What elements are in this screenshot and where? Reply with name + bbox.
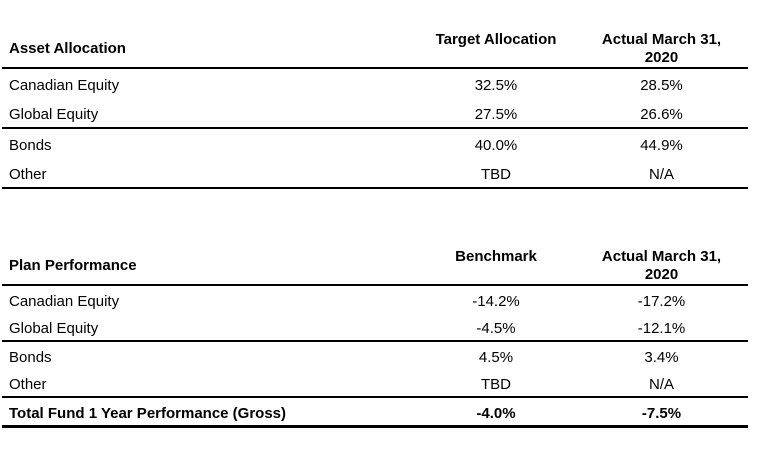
report-page: Asset Allocation Target Allocation Actua…: [0, 25, 759, 472]
table-row: Bonds 4.5% 3.4%: [2, 341, 748, 369]
plan-performance-table: Plan Performance Benchmark Actual March …: [2, 242, 748, 428]
table-row: Other TBD N/A: [2, 158, 748, 189]
target-allocation-header-label: Target Allocation: [435, 31, 557, 48]
plan-performance-header-row: Plan Performance Benchmark Actual March …: [2, 242, 748, 286]
table-row: Global Equity 27.5% 26.6%: [2, 98, 748, 129]
benchmark-value: TBD: [417, 369, 575, 398]
actual-date-header-label: Actual March 31, 2020: [601, 31, 722, 66]
target-value: 32.5%: [474, 77, 518, 94]
row-label: Global Equity: [2, 98, 417, 129]
total-label: Total Fund 1 Year Performance (Gross): [2, 397, 417, 428]
actual-value: 3.4%: [644, 349, 679, 366]
actual-value: N/A: [575, 158, 748, 189]
benchmark-header-label: Benchmark: [455, 248, 537, 265]
target-allocation-header: Target Allocation: [417, 25, 575, 69]
total-benchmark-value: -4.0%: [417, 397, 575, 428]
actual-value: -17.2%: [637, 293, 686, 310]
benchmark-header: Benchmark: [417, 242, 575, 286]
asset-allocation-table: Asset Allocation Target Allocation Actua…: [2, 25, 748, 189]
actual-value: N/A: [575, 369, 748, 398]
target-value: 40.0%: [474, 137, 518, 154]
actual-date-header-label: Actual March 31, 2020: [601, 248, 722, 283]
total-row: Total Fund 1 Year Performance (Gross) -4…: [2, 397, 748, 428]
benchmark-value: 4.5%: [478, 349, 514, 366]
total-actual-value: -7.5%: [575, 397, 748, 428]
row-label: Bonds: [9, 349, 52, 366]
benchmark-value: -14.2%: [472, 293, 520, 310]
table-row: Other TBD N/A: [2, 369, 748, 398]
target-value: TBD: [417, 158, 575, 189]
table-row: Bonds 40.0% 44.9%: [2, 128, 748, 158]
actual-value: -12.1%: [575, 313, 748, 342]
target-value: 27.5%: [417, 98, 575, 129]
actual-date-header: Actual March 31, 2020: [575, 242, 748, 286]
row-label: Other: [2, 369, 417, 398]
asset-allocation-title: Asset Allocation: [2, 25, 417, 69]
row-label: Canadian Equity: [9, 77, 120, 94]
table-row: Global Equity -4.5% -12.1%: [2, 313, 748, 342]
table-row: Canadian Equity -14.2% -17.2%: [2, 285, 748, 313]
actual-value: 28.5%: [640, 77, 683, 94]
row-label: Bonds: [9, 137, 52, 154]
asset-allocation-header-row: Asset Allocation Target Allocation Actua…: [2, 25, 748, 69]
row-label: Canadian Equity: [9, 293, 120, 310]
actual-date-header: Actual March 31, 2020: [575, 25, 748, 69]
actual-value: 26.6%: [575, 98, 748, 129]
table-row: Canadian Equity 32.5% 28.5%: [2, 68, 748, 98]
actual-value: 44.9%: [640, 137, 683, 154]
row-label: Other: [2, 158, 417, 189]
benchmark-value: -4.5%: [417, 313, 575, 342]
row-label: Global Equity: [2, 313, 417, 342]
plan-performance-title: Plan Performance: [2, 242, 417, 286]
